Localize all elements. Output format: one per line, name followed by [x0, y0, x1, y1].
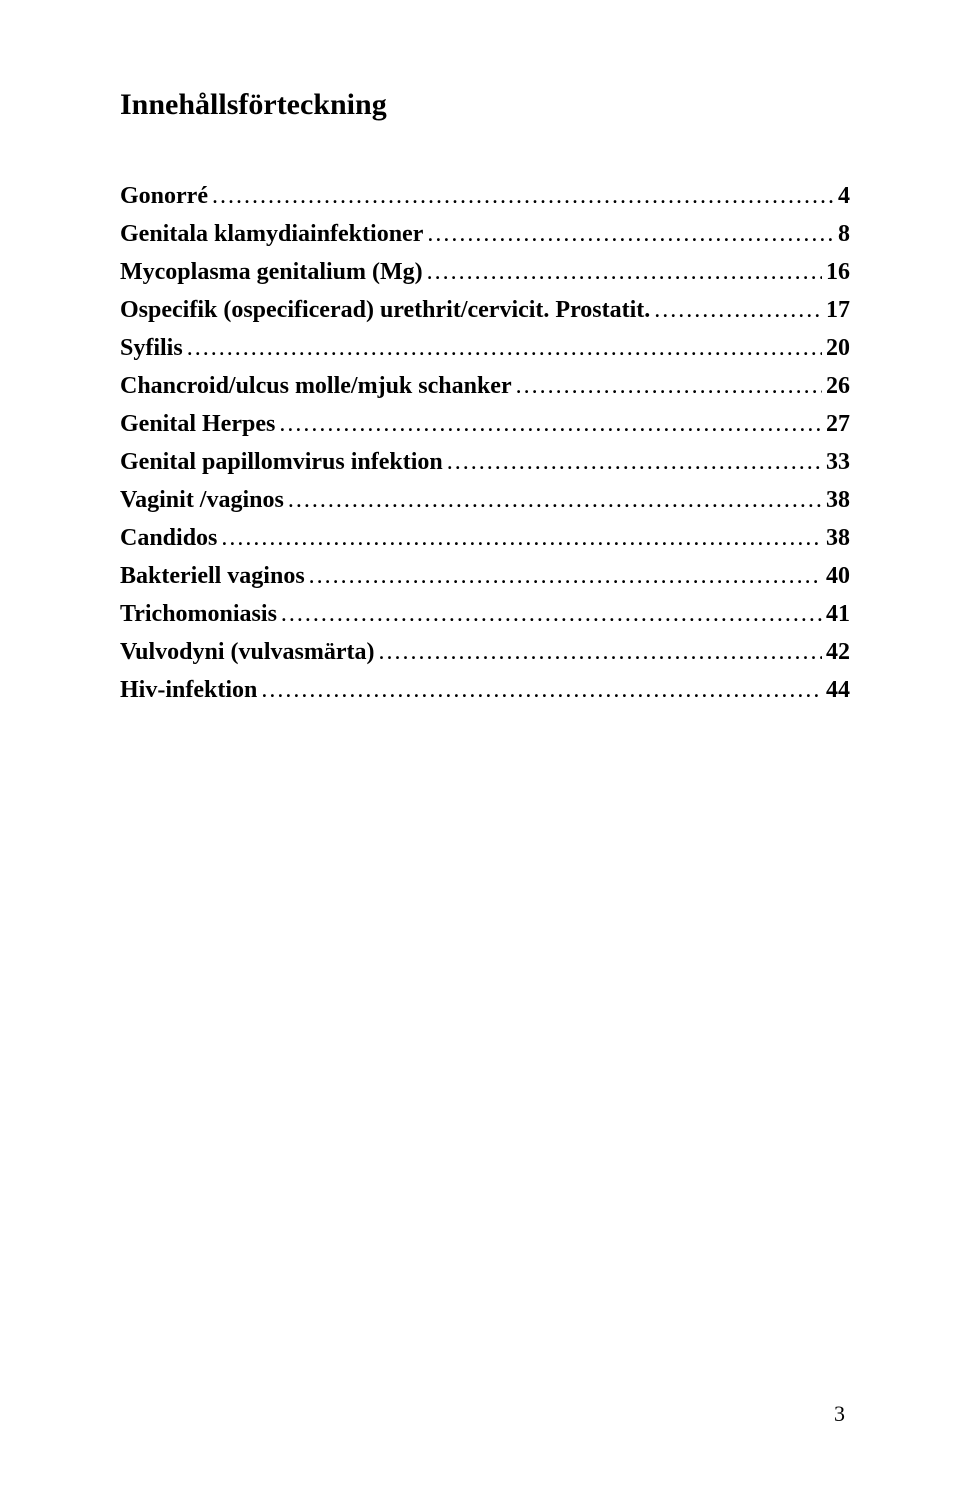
toc-page: 26 — [826, 368, 850, 404]
toc-label: Syfilis — [120, 330, 183, 366]
toc-row: Syfilis 20 — [120, 330, 850, 366]
toc-dots — [378, 634, 822, 670]
toc-dots — [281, 596, 822, 632]
toc-page: 44 — [826, 672, 850, 708]
toc-row: Ospecifik (ospecificerad) urethrit/cervi… — [120, 292, 850, 328]
toc-page: 8 — [838, 216, 850, 252]
toc-label: Chancroid/ulcus molle/mjuk schanker — [120, 368, 512, 404]
page-number: 3 — [834, 1401, 845, 1427]
toc-row: Vaginit /vaginos 38 — [120, 482, 850, 518]
toc-page: 40 — [826, 558, 850, 594]
toc-row: Genital Herpes 27 — [120, 406, 850, 442]
toc-label: Bakteriell vaginos — [120, 558, 305, 594]
toc-label: Genital papillomvirus infektion — [120, 444, 443, 480]
toc-row: Candidos 38 — [120, 520, 850, 556]
toc-page: 38 — [826, 482, 850, 518]
toc-row: Genitala klamydiainfektioner 8 — [120, 216, 850, 252]
toc-page: 33 — [826, 444, 850, 480]
toc-page: 42 — [826, 634, 850, 670]
toc-dots — [212, 178, 834, 214]
toc-label: Genital Herpes — [120, 406, 275, 442]
toc-label: Hiv-infektion — [120, 672, 257, 708]
toc-list: Gonorré4Genitala klamydiainfektioner8Myc… — [120, 178, 850, 708]
toc-label: Gonorré — [120, 178, 208, 214]
toc-row: Hiv-infektion 44 — [120, 672, 850, 708]
toc-dots — [516, 368, 822, 404]
toc-page: 4 — [838, 178, 850, 214]
toc-row: Gonorré 4 — [120, 178, 850, 214]
toc-page: 17 — [826, 292, 850, 328]
toc-label: Vulvodyni (vulvasmärta) — [120, 634, 374, 670]
toc-label: Genitala klamydiainfektioner — [120, 216, 423, 252]
toc-dots — [288, 482, 822, 518]
toc-dots — [221, 520, 822, 556]
toc-dots — [261, 672, 822, 708]
toc-row: Chancroid/ulcus molle/mjuk schanker 26 — [120, 368, 850, 404]
toc-dots — [427, 254, 822, 290]
toc-page: 38 — [826, 520, 850, 556]
toc-label: Candidos — [120, 520, 217, 556]
toc-row: Trichomoniasis 41 — [120, 596, 850, 632]
toc-label: Trichomoniasis — [120, 596, 277, 632]
toc-page: 16 — [826, 254, 850, 290]
toc-row: Genital papillomvirus infektion 33 — [120, 444, 850, 480]
toc-row: Vulvodyni (vulvasmärta) 42 — [120, 634, 850, 670]
toc-dots — [279, 406, 822, 442]
toc-title: Innehållsförteckning — [120, 88, 850, 122]
toc-label: Vaginit /vaginos — [120, 482, 284, 518]
toc-dots — [187, 330, 822, 366]
toc-dots — [654, 292, 822, 328]
toc-dots — [427, 216, 834, 252]
toc-dots — [447, 444, 822, 480]
toc-page: 41 — [826, 596, 850, 632]
toc-label: Mycoplasma genitalium (Mg) — [120, 254, 423, 290]
toc-row: Bakteriell vaginos 40 — [120, 558, 850, 594]
toc-label: Ospecifik (ospecificerad) urethrit/cervi… — [120, 292, 650, 328]
toc-page: 20 — [826, 330, 850, 366]
toc-dots — [309, 558, 822, 594]
toc-row: Mycoplasma genitalium (Mg) 16 — [120, 254, 850, 290]
toc-page: 27 — [826, 406, 850, 442]
